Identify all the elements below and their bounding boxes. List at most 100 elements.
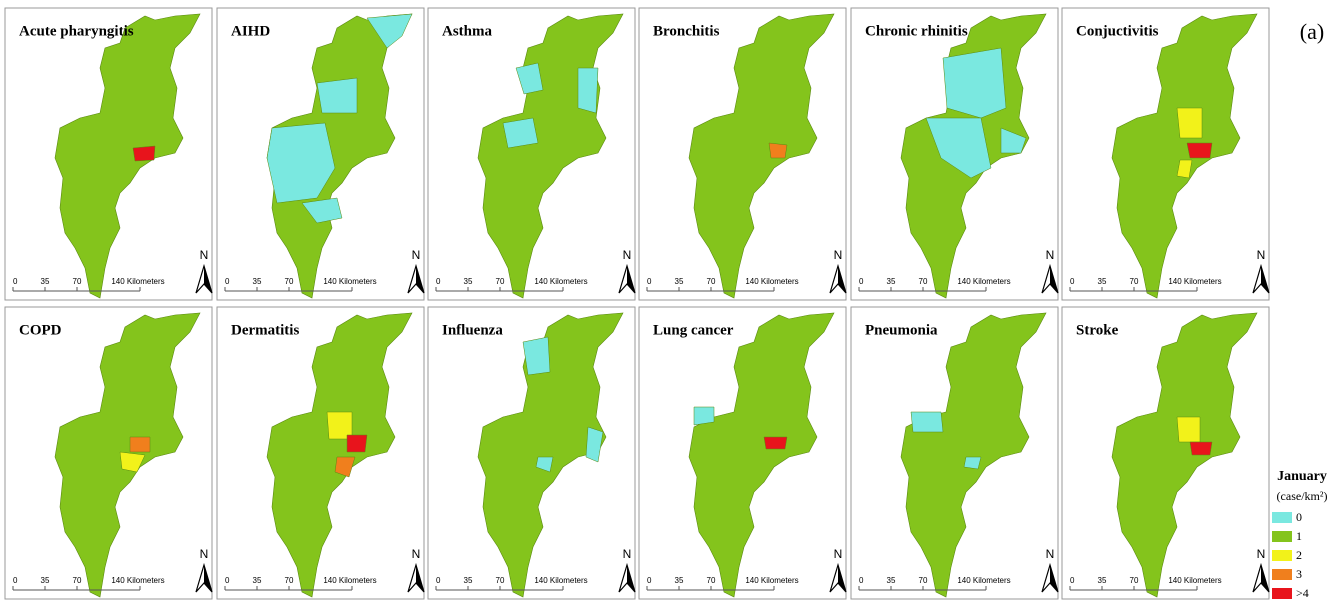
district-highlight <box>334 456 356 478</box>
legend-swatch <box>1272 531 1292 542</box>
map-panel: Chronic rhinitis 0 35 70 140 Kilometers N <box>850 7 1059 301</box>
district-highlight <box>1186 142 1213 159</box>
district-highlight <box>301 197 343 224</box>
scale-label: 0 <box>647 576 652 585</box>
panel-title: Influenza <box>442 322 503 338</box>
scale-label: 35 <box>464 576 473 585</box>
region-map <box>688 312 835 598</box>
district-highlight <box>366 13 413 49</box>
region-map <box>477 312 624 598</box>
north-arrow-half <box>204 565 212 592</box>
scale-label: 0 <box>647 277 652 286</box>
north-label: N <box>623 547 632 561</box>
north-arrow-half <box>1050 565 1058 592</box>
scale-label: 140 Kilometers <box>534 576 587 585</box>
scale-label: 35 <box>41 277 50 286</box>
scale-label: 0 <box>1070 277 1075 286</box>
scale-label: 0 <box>225 277 230 286</box>
scale-label: 0 <box>225 576 230 585</box>
scale-label: 140 Kilometers <box>957 277 1010 286</box>
scale-label: 140 Kilometers <box>745 277 798 286</box>
map-panel: COPD 0 35 70 140 Kilometers N <box>4 306 213 600</box>
panel-title: Acute pharyngitis <box>19 23 134 39</box>
panel-title: Lung cancer <box>653 322 734 338</box>
north-label: N <box>200 248 209 262</box>
north-arrow-half <box>416 565 424 592</box>
scale-label: 140 Kilometers <box>745 576 798 585</box>
legend-label: >4 <box>1296 586 1309 600</box>
north-label: N <box>1257 547 1266 561</box>
district-highlight <box>266 122 336 204</box>
north-arrow-half <box>1050 266 1058 293</box>
legend-title: January <box>1277 469 1327 484</box>
scale-label: 140 Kilometers <box>111 576 164 585</box>
region-map <box>1111 13 1258 299</box>
scale-label: 70 <box>73 277 82 286</box>
region-map <box>266 312 413 598</box>
map-panel: Influenza 0 35 70 140 Kilometers N <box>427 306 636 600</box>
panel-title: Dermatitis <box>231 322 299 338</box>
map-panel: Dermatitis 0 35 70 140 Kilometers N <box>216 306 425 600</box>
scale-label: 35 <box>41 576 50 585</box>
panel-title: Bronchitis <box>653 23 720 39</box>
panel-title: Stroke <box>1076 322 1119 338</box>
scale-label: 0 <box>1070 576 1075 585</box>
district-highlight <box>515 62 544 95</box>
scale-label: 70 <box>707 277 716 286</box>
region-map <box>1111 312 1258 598</box>
map-panel: AIHD 0 35 70 140 Kilometers N <box>216 7 425 301</box>
scale-label: 35 <box>253 576 262 585</box>
map-panel: Acute pharyngitis 0 35 70 140 Kilometers N <box>4 7 213 301</box>
district-highlight <box>502 117 539 149</box>
scale-label: 0 <box>859 277 864 286</box>
scale-label: 140 Kilometers <box>534 277 587 286</box>
north-label: N <box>834 547 843 561</box>
legend-swatch <box>1272 550 1292 561</box>
legend-label: 0 <box>1296 510 1302 524</box>
scale-label: 70 <box>73 576 82 585</box>
figure-label: (a) <box>1300 19 1324 44</box>
scale-label: 35 <box>1098 576 1107 585</box>
district-highlight <box>910 411 944 433</box>
panel-title: Pneumonia <box>865 322 938 338</box>
scale-label: 140 Kilometers <box>1168 576 1221 585</box>
scale-label: 70 <box>1130 576 1139 585</box>
district-highlight <box>693 406 715 426</box>
scale-label: 140 Kilometers <box>957 576 1010 585</box>
district-highlight <box>1176 159 1193 179</box>
north-arrow-half <box>1261 565 1269 592</box>
district-highlight <box>1176 416 1201 443</box>
scale-label: 70 <box>707 576 716 585</box>
scale-label: 0 <box>13 576 18 585</box>
north-label: N <box>1046 248 1055 262</box>
district-highlight <box>577 67 599 114</box>
district-highlight <box>1189 441 1213 456</box>
scale-label: 140 Kilometers <box>1168 277 1221 286</box>
north-arrow-half <box>1261 266 1269 293</box>
legend-label: 3 <box>1296 567 1302 581</box>
north-label: N <box>412 547 421 561</box>
north-arrow-half <box>838 565 846 592</box>
scale-label: 70 <box>285 277 294 286</box>
district-highlight <box>1176 107 1203 139</box>
scale-label: 70 <box>919 576 928 585</box>
scale-label: 35 <box>675 576 684 585</box>
scale-label: 35 <box>1098 277 1107 286</box>
north-label: N <box>623 248 632 262</box>
scale-label: 0 <box>13 277 18 286</box>
scale-label: 70 <box>285 576 294 585</box>
district-highlight <box>129 436 151 453</box>
map-panel: Lung cancer 0 35 70 140 Kilometers N <box>638 306 847 600</box>
legend-label: 2 <box>1296 548 1302 562</box>
district-highlight <box>585 426 604 463</box>
panel-title: Conjuctivitis <box>1076 23 1159 39</box>
legend-swatch <box>1272 588 1292 599</box>
legend-swatch <box>1272 512 1292 523</box>
north-arrow-half <box>627 565 635 592</box>
scale-label: 0 <box>859 576 864 585</box>
district-highlight <box>132 145 156 162</box>
scale-label: 70 <box>496 277 505 286</box>
district-highlight <box>942 47 1007 119</box>
district-highlight <box>535 456 554 473</box>
legend-label: 1 <box>1296 529 1302 543</box>
